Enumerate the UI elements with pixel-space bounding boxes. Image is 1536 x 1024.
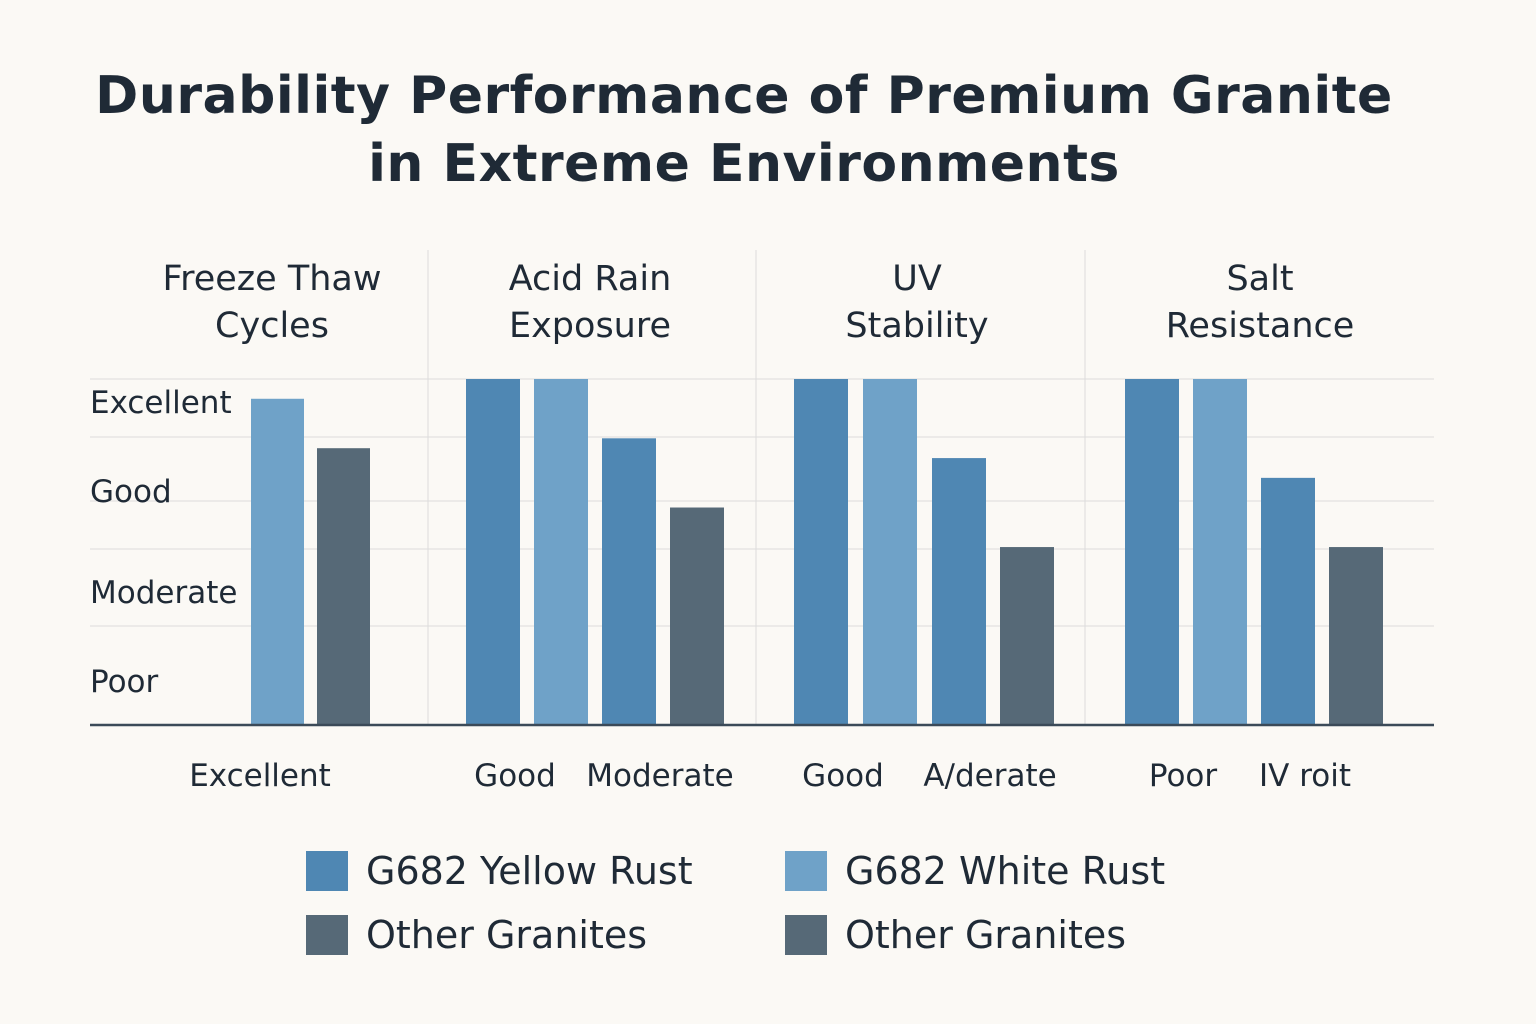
x-tick-label: IV roit (1259, 758, 1351, 794)
legend-item-yellow-rust: G682 Yellow Rust (306, 849, 693, 893)
x-tick-label: Good (474, 758, 556, 794)
y-tick-label: Poor (90, 664, 159, 700)
group-label: Acid Rain (509, 259, 672, 299)
bar (1193, 379, 1247, 725)
bar (317, 448, 370, 725)
legend-label: G682 White Rust (845, 849, 1166, 893)
bar (1261, 477, 1315, 725)
group-label: UV (892, 259, 942, 299)
legend-label: Other Granites (366, 913, 648, 957)
bar (794, 379, 848, 725)
x-tick-label: A/derate (923, 758, 1056, 794)
bar (1000, 547, 1054, 725)
bar (932, 458, 986, 725)
chart-title-line-2: in Extreme Environments (368, 134, 1120, 194)
y-tick-label: Good (90, 474, 172, 510)
legend-swatch (306, 851, 348, 891)
bar (670, 507, 724, 725)
bar (863, 379, 917, 725)
legend-swatch (306, 915, 348, 955)
bar (1125, 379, 1179, 725)
legend-item-other-granites: Other Granites (306, 913, 647, 957)
bar (534, 379, 588, 725)
bar (1329, 547, 1383, 725)
x-tick-label: Moderate (586, 758, 733, 794)
x-tick-label: Excellent (189, 758, 331, 794)
legend-label: G682 Yellow Rust (366, 849, 693, 893)
group-label: Exposure (509, 306, 671, 346)
legend-item-other-granites-2: Other Granites (785, 913, 1126, 957)
group-label: Resistance (1166, 306, 1355, 346)
legend: G682 Yellow Rust G682 White Rust Other G… (0, 845, 1536, 975)
group-label: Salt (1226, 259, 1293, 299)
bar (466, 379, 520, 725)
group-label: Freeze Thaw (163, 259, 382, 299)
chart-title: Durability Performance of Premium Granit… (0, 62, 1488, 198)
bar (251, 398, 304, 725)
group-label: Cycles (215, 306, 329, 346)
x-tick-label: Good (802, 758, 884, 794)
legend-item-white-rust: G682 White Rust (785, 849, 1165, 893)
bar (602, 438, 656, 725)
y-tick-label: Excellent (90, 385, 232, 421)
legend-label: Other Granites (845, 913, 1127, 957)
legend-swatch (785, 915, 827, 955)
chart-title-line-1: Durability Performance of Premium Granit… (95, 66, 1393, 126)
group-label: Stability (845, 306, 988, 346)
x-tick-label: Poor (1149, 758, 1218, 794)
legend-swatch (785, 851, 827, 891)
y-tick-label: Moderate (90, 575, 237, 611)
